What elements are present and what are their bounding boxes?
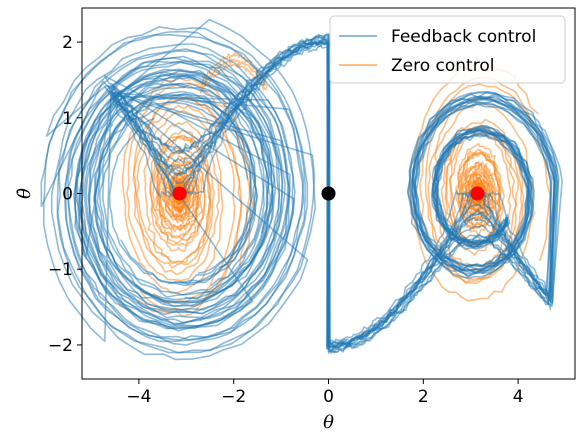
legend-label: Feedback control — [391, 27, 536, 47]
y-tick-label: 1 — [62, 109, 73, 129]
x-tick-label: −4 — [126, 387, 151, 407]
x-tick-label: 0 — [323, 387, 334, 407]
y-tick-label: 2 — [62, 33, 73, 53]
y-tick-label: −1 — [48, 260, 73, 280]
equilibrium-marker — [470, 186, 485, 201]
feedback-control-trajectory — [56, 18, 552, 354]
trajectory-curves — [40, 18, 563, 361]
y-ticks: −2 −1 0 1 2 — [48, 33, 82, 356]
equilibrium-marker — [321, 186, 336, 201]
x-axis-label: θ — [323, 412, 334, 433]
y-tick-label: 0 — [62, 185, 73, 205]
legend: Feedback control Zero control — [329, 15, 566, 84]
equilibrium-marker — [172, 186, 187, 201]
x-tick-label: 2 — [418, 387, 429, 407]
feedback-control-trajectory — [78, 33, 558, 354]
y-tick-label: −2 — [48, 336, 73, 356]
feedback-control-trajectory — [65, 39, 553, 351]
point-markers — [172, 186, 485, 201]
legend-label: Zero control — [391, 56, 494, 76]
y-axis-label: θ̇ — [14, 188, 35, 199]
x-ticks: −4 −2 0 2 4 — [126, 379, 524, 407]
legend-box — [329, 15, 566, 84]
x-tick-label: −2 — [221, 387, 246, 407]
x-tick-label: 4 — [513, 387, 524, 407]
